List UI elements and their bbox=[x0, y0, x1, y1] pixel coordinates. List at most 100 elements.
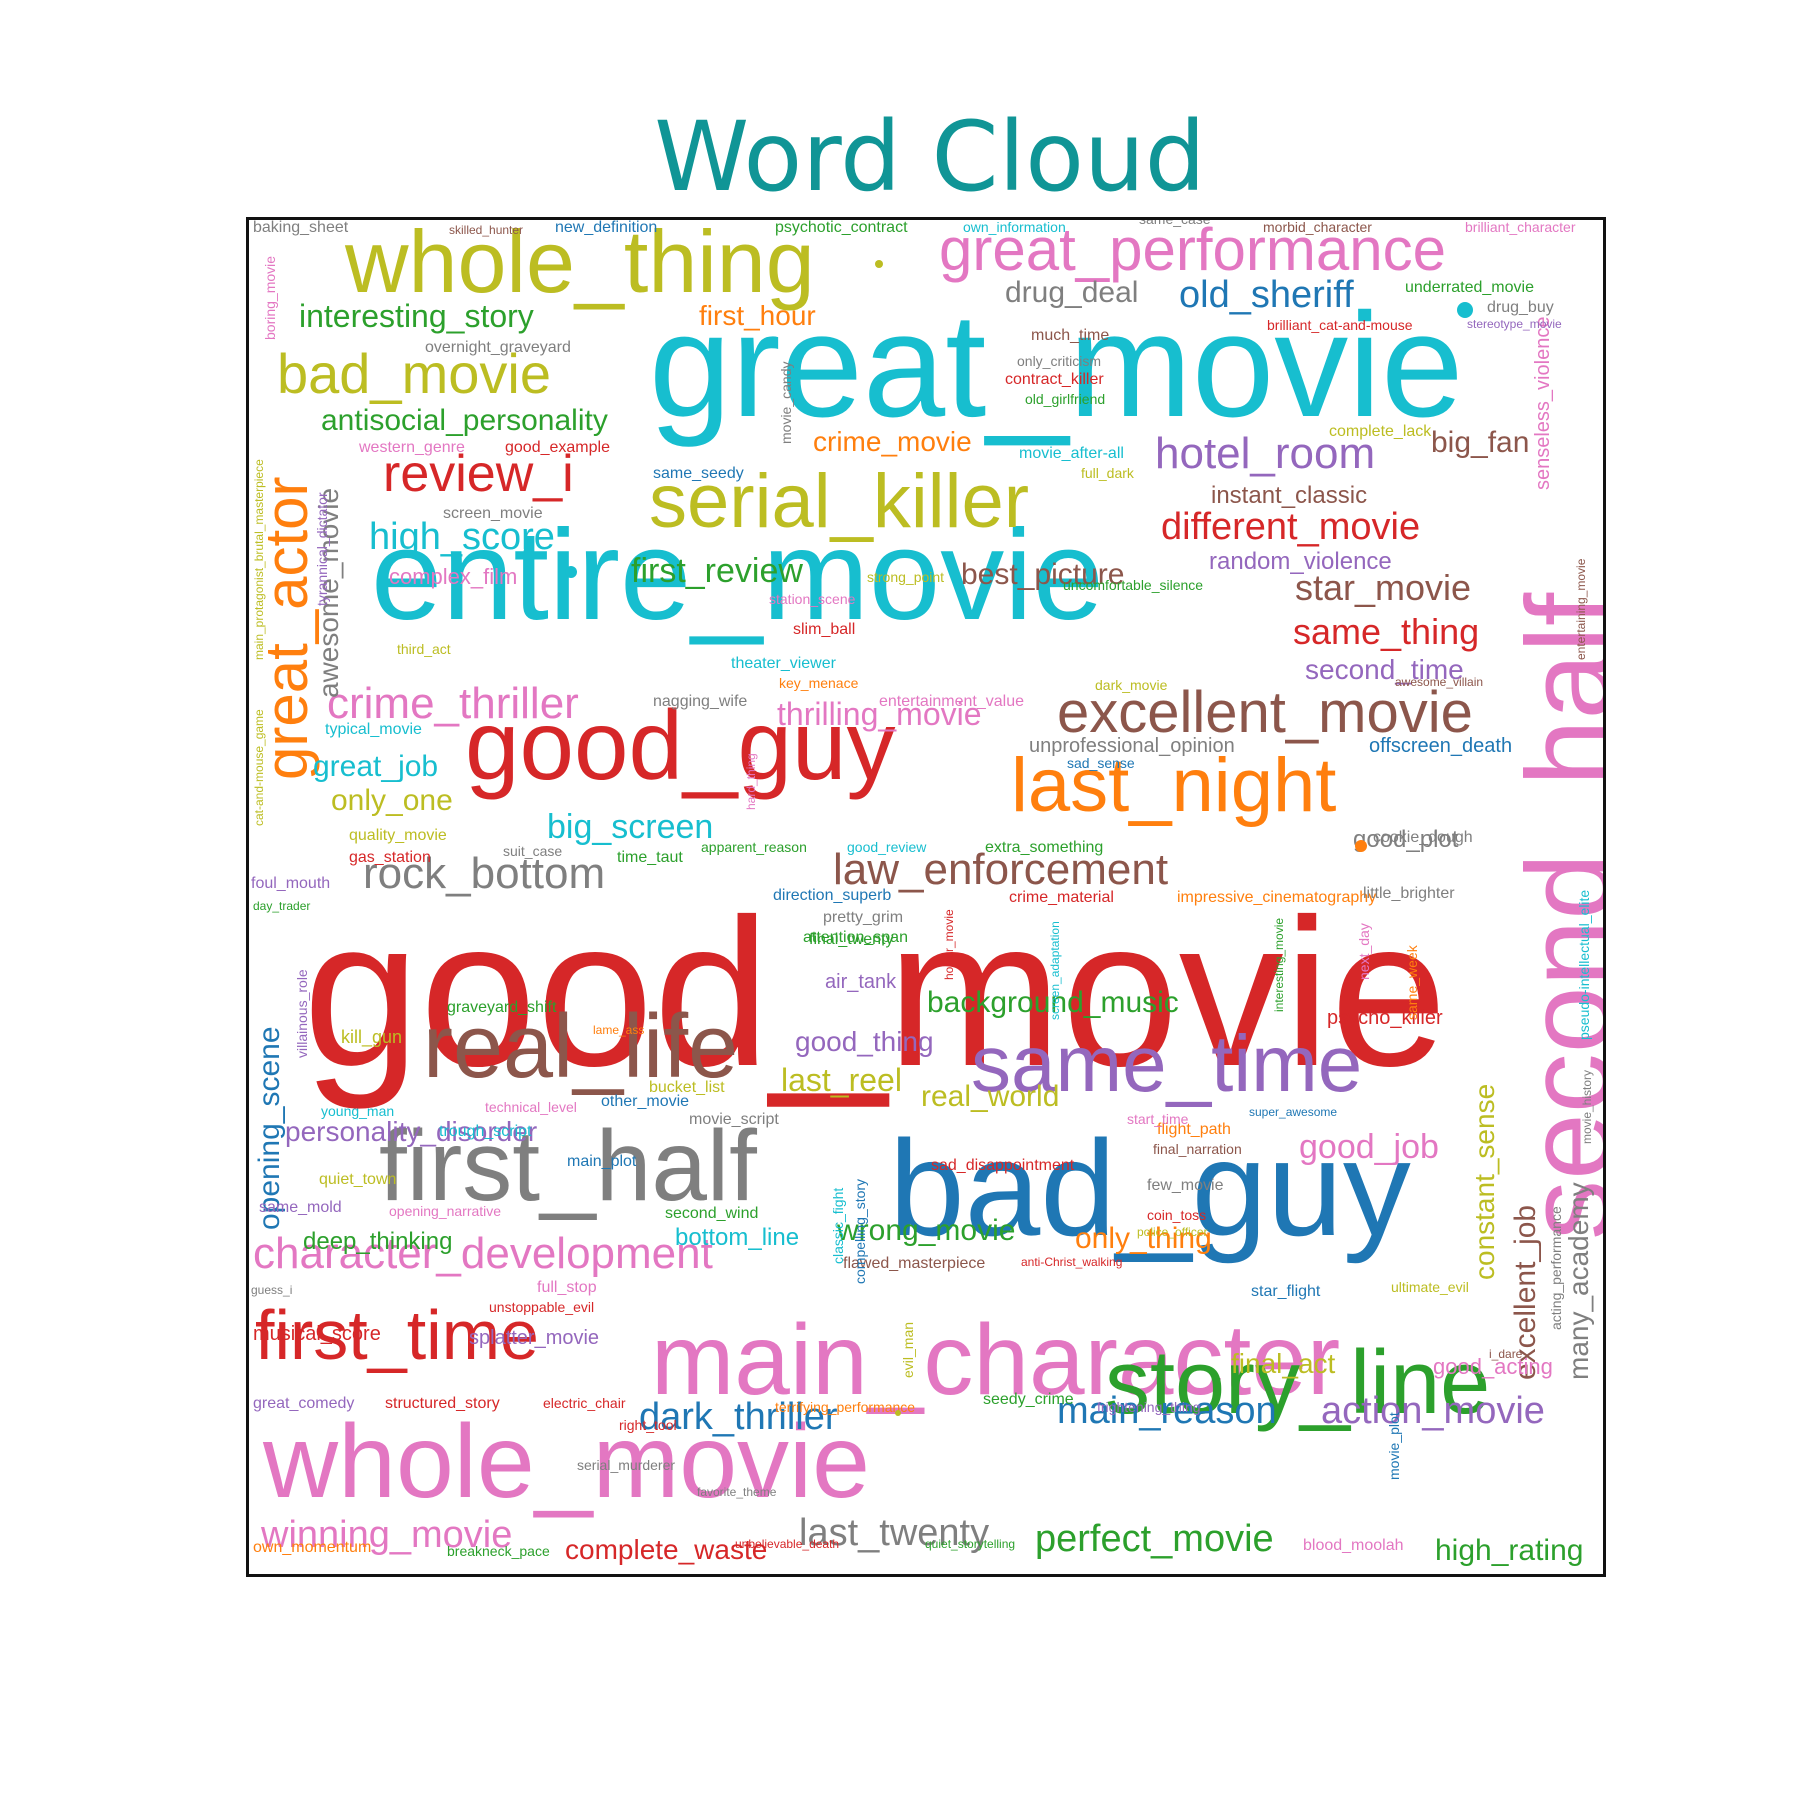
word: much_time bbox=[1031, 327, 1110, 344]
word: quiet_town bbox=[319, 1171, 397, 1188]
word: bucket_list bbox=[649, 1079, 725, 1096]
word: interesting_story bbox=[299, 298, 534, 334]
word: last_reel bbox=[781, 1062, 902, 1098]
word: main_character bbox=[651, 1304, 1341, 1416]
word: great_movie bbox=[649, 283, 1464, 448]
word: morbid_character bbox=[1263, 219, 1372, 235]
word: full_stop bbox=[537, 1279, 597, 1296]
word: story_line bbox=[1105, 1333, 1491, 1433]
word: different_movie bbox=[1161, 506, 1421, 548]
word: main_protagonist_brutal_masterpiece bbox=[252, 459, 266, 660]
word: good_movie bbox=[303, 875, 1448, 1110]
word: excellent_movie bbox=[1057, 680, 1473, 745]
word: foul_mouth bbox=[251, 875, 331, 892]
word: impressive_cinematography bbox=[1177, 889, 1377, 906]
word: perfect_movie bbox=[1035, 1518, 1274, 1560]
word: character_development bbox=[253, 1229, 713, 1278]
word: movie_after-all bbox=[1019, 445, 1124, 462]
word: tyrannical_dictator bbox=[314, 492, 330, 606]
word: complete_waste bbox=[565, 1534, 768, 1565]
word: winning_movie bbox=[261, 1514, 513, 1556]
word: hard_thing bbox=[744, 753, 758, 810]
word: coin_toss bbox=[1147, 1207, 1207, 1223]
word: extra_something bbox=[985, 839, 1104, 856]
word: great_comedy bbox=[253, 1395, 355, 1412]
word: random_violence bbox=[1209, 548, 1392, 575]
word: police_officer bbox=[1137, 1225, 1208, 1239]
word: quiet_storytelling bbox=[925, 1537, 1016, 1551]
word: bad_movie bbox=[277, 342, 551, 405]
word: compelling_story bbox=[852, 1178, 868, 1284]
word: air_tank bbox=[825, 971, 897, 993]
word: brilliant_cat-and-mouse bbox=[1267, 317, 1413, 333]
word: super_awesome bbox=[1249, 1105, 1338, 1119]
word: flight_path bbox=[1157, 1121, 1231, 1138]
word: background_music bbox=[927, 986, 1179, 1019]
word: uncomfortable_silence bbox=[1063, 577, 1204, 593]
word: few_movie bbox=[1147, 1177, 1224, 1194]
word: boring_movie bbox=[262, 255, 278, 340]
word: next_day bbox=[1356, 923, 1372, 980]
word: unstoppable_evil bbox=[489, 1299, 595, 1315]
word: final_twenty bbox=[809, 931, 894, 948]
word: high_score bbox=[369, 516, 555, 558]
word: only_thing bbox=[1075, 1222, 1212, 1255]
word: typical_movie bbox=[325, 721, 422, 738]
word: same_case bbox=[1139, 217, 1211, 227]
word: young_man bbox=[321, 1103, 395, 1119]
word: star_flight bbox=[1251, 1283, 1321, 1300]
word: psychotic_contract bbox=[775, 219, 908, 236]
word: same_thing bbox=[1293, 611, 1480, 652]
word: dark_thriller bbox=[639, 1396, 838, 1438]
word: i_dare bbox=[1489, 1347, 1523, 1361]
word: psycho_killer bbox=[1327, 1007, 1443, 1029]
word: time_taut bbox=[617, 849, 683, 866]
dot-marker bbox=[1355, 840, 1367, 852]
word: antisocial_personality bbox=[321, 404, 608, 437]
word: quality_movie bbox=[349, 827, 447, 844]
word: great_job bbox=[313, 750, 439, 783]
dot-marker bbox=[565, 566, 577, 578]
word: instant_classic bbox=[1211, 482, 1368, 509]
word: crime_thriller bbox=[327, 679, 579, 728]
word: evil_man bbox=[900, 1321, 916, 1378]
word: entertaining_movie bbox=[1574, 558, 1588, 660]
word: great_actor bbox=[253, 476, 320, 780]
word: action_movie bbox=[1321, 1390, 1545, 1432]
word: villainous_role bbox=[294, 969, 310, 1058]
word: station_scene bbox=[769, 591, 856, 607]
word: key_menace bbox=[779, 675, 859, 691]
word: wrong_movie bbox=[837, 1214, 1016, 1247]
word: own_information bbox=[963, 219, 1066, 235]
word: hotel_room bbox=[1155, 429, 1376, 478]
word: opening_narrative bbox=[389, 1203, 502, 1219]
word-cloud: good_movie great_movie entire_movie bad_… bbox=[246, 217, 1606, 1577]
word: start_time bbox=[1127, 1111, 1189, 1127]
word: real_world bbox=[921, 1080, 1060, 1113]
word: screen_adaptation bbox=[1048, 921, 1062, 1020]
word: good_acting bbox=[1433, 1354, 1553, 1379]
word: review_i bbox=[383, 445, 574, 503]
word: sad_sense bbox=[1067, 755, 1135, 771]
word: classic_fight bbox=[830, 1187, 846, 1264]
word: first_half bbox=[379, 1110, 757, 1222]
word: crime_material bbox=[1009, 889, 1114, 906]
word: crime_movie bbox=[813, 426, 972, 457]
word: drug_deal bbox=[1005, 276, 1139, 309]
word: third_act bbox=[397, 641, 451, 657]
word: many_academy bbox=[1563, 1182, 1594, 1380]
word: little_brighter bbox=[1363, 885, 1455, 902]
word: gas_station bbox=[349, 849, 431, 866]
word: splatter_movie bbox=[469, 1327, 600, 1349]
word: first_hour bbox=[699, 300, 816, 331]
word: bad_guy bbox=[889, 1112, 1411, 1264]
dot-marker bbox=[1457, 302, 1473, 318]
word: offscreen_death bbox=[1369, 735, 1513, 757]
word: main_plot bbox=[567, 1153, 637, 1170]
word: attention_span bbox=[803, 929, 908, 946]
word: technical_level bbox=[485, 1099, 577, 1115]
word: full_dark bbox=[1081, 465, 1134, 481]
word: day_trader bbox=[253, 899, 311, 913]
word: nagging_wife bbox=[653, 693, 748, 710]
word: only_one bbox=[331, 784, 453, 817]
